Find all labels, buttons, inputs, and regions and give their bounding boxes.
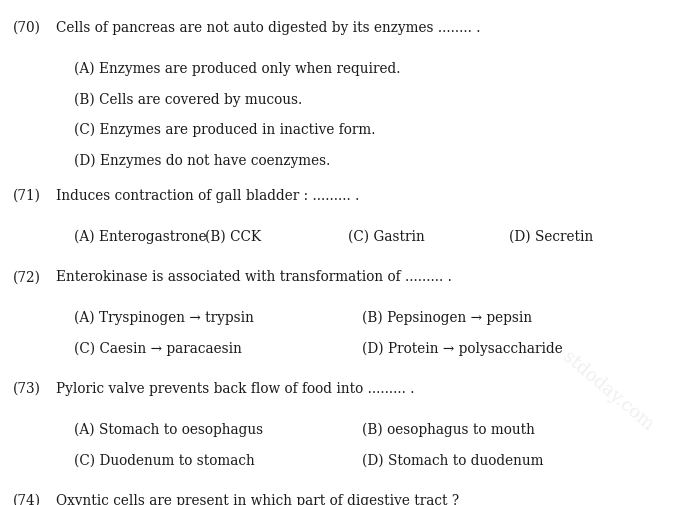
Text: (A) Enterogastrone: (A) Enterogastrone <box>74 230 206 244</box>
Text: (71): (71) <box>13 189 40 203</box>
Text: (A) Tryspinogen → trypsin: (A) Tryspinogen → trypsin <box>74 311 254 325</box>
Text: Oxyntic cells are present in which part of digestive tract ?: Oxyntic cells are present in which part … <box>56 494 459 505</box>
Text: (C) Duodenum to stomach: (C) Duodenum to stomach <box>74 453 254 468</box>
Text: (D) Secretin: (D) Secretin <box>509 230 593 244</box>
Text: (B) Pepsinogen → pepsin: (B) Pepsinogen → pepsin <box>362 311 533 325</box>
Text: (74): (74) <box>13 494 40 505</box>
Text: (B) CCK: (B) CCK <box>205 230 261 244</box>
Text: (70): (70) <box>13 21 40 35</box>
Text: (72): (72) <box>13 270 40 284</box>
Text: Cells of pancreas are not auto digested by its enzymes ........ .: Cells of pancreas are not auto digested … <box>56 21 481 35</box>
Text: (A) Enzymes are produced only when required.: (A) Enzymes are produced only when requi… <box>74 62 400 76</box>
Text: (D) Protein → polysaccharide: (D) Protein → polysaccharide <box>362 341 563 356</box>
Text: (C) Caesin → paracaesin: (C) Caesin → paracaesin <box>74 341 242 356</box>
Text: (A) Stomach to oesophagus: (A) Stomach to oesophagus <box>74 423 263 437</box>
Text: (73): (73) <box>13 382 40 396</box>
Text: Pyloric valve prevents back flow of food into ......... .: Pyloric valve prevents back flow of food… <box>56 382 415 396</box>
Text: stdoday.com: stdoday.com <box>559 348 657 434</box>
Text: (D) Stomach to duodenum: (D) Stomach to duodenum <box>362 453 544 468</box>
Text: Enterokinase is associated with transformation of ......... .: Enterokinase is associated with transfor… <box>56 270 452 284</box>
Text: (B) oesophagus to mouth: (B) oesophagus to mouth <box>362 423 535 437</box>
Text: Induces contraction of gall bladder : ......... .: Induces contraction of gall bladder : ..… <box>56 189 360 203</box>
Text: (C) Gastrin: (C) Gastrin <box>348 230 425 244</box>
Text: (D) Enzymes do not have coenzymes.: (D) Enzymes do not have coenzymes. <box>74 154 330 168</box>
Text: (B) Cells are covered by mucous.: (B) Cells are covered by mucous. <box>74 92 302 107</box>
Text: (C) Enzymes are produced in inactive form.: (C) Enzymes are produced in inactive for… <box>74 123 376 137</box>
